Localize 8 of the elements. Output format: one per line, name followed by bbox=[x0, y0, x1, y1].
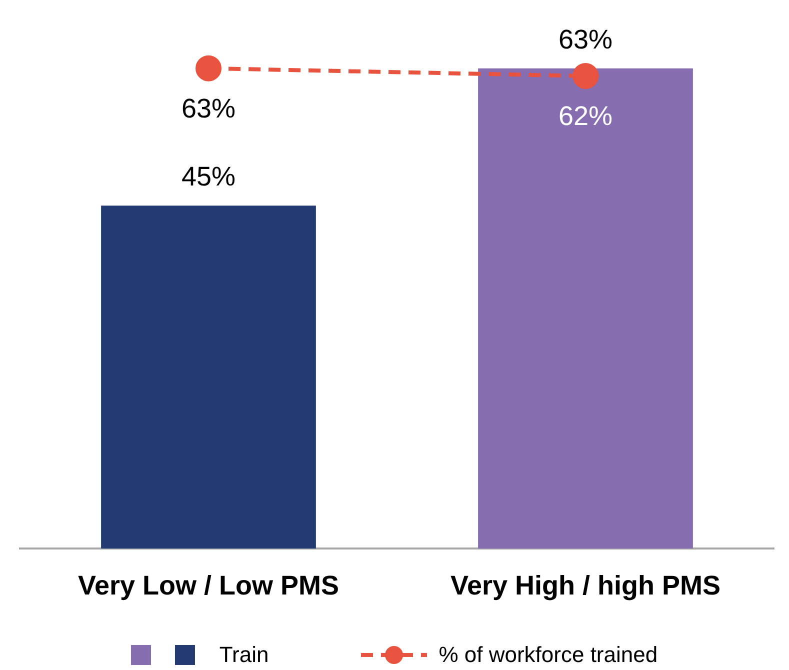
data-label: 63% bbox=[181, 93, 236, 124]
x-tick-label: Very Low / Low PMS bbox=[78, 570, 340, 600]
data-label: 45% bbox=[181, 162, 236, 192]
data-label: 63% bbox=[558, 24, 613, 54]
legend-label: Train bbox=[219, 642, 269, 668]
data-label: 62% bbox=[558, 100, 613, 131]
legend-label: % of workforce trained bbox=[438, 642, 658, 668]
x-tick-label: Very High / high PMS bbox=[450, 570, 721, 600]
